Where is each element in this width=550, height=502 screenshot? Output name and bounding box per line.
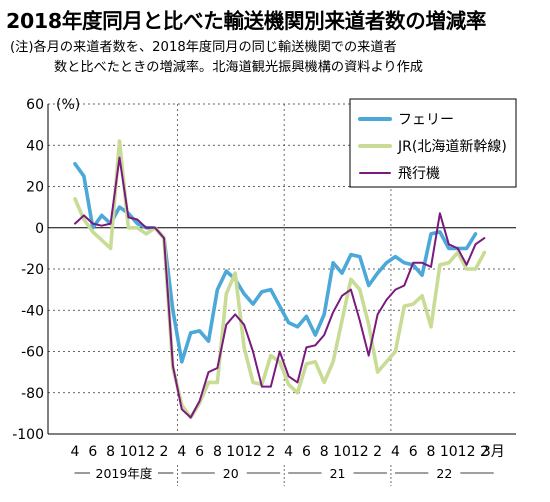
x-tick-label: 2 (160, 444, 169, 460)
legend: フェリー JR(北海道新幹線) 飛行機 (349, 98, 517, 188)
legend-label: フェリー (398, 112, 454, 128)
y-tick-label: -40 (21, 303, 44, 319)
x-tick-label: 2 (373, 444, 382, 460)
year-label: 21 (330, 466, 346, 481)
year-label: 22 (436, 466, 452, 481)
x-tick-label: 2 (266, 444, 275, 460)
y-tick-label: 60 (26, 97, 44, 113)
x-tick-label: 6 (409, 444, 418, 460)
x-tick-label: 6 (195, 444, 204, 460)
series-line-2 (74, 156, 486, 419)
chart-title: 2018年度同月と比べた輸送機関別来道者数の増減率 (6, 9, 487, 33)
x-tick-label: 10 (440, 444, 458, 460)
y-tick-label: -100 (12, 427, 44, 443)
series-lines (73, 139, 487, 420)
note-line-2: 数と比べたときの増減率。北海道観光振興機構の資料より作成 (54, 60, 423, 75)
x-tick-label: 8 (427, 444, 436, 460)
y-tick-label: 40 (26, 138, 44, 154)
x-tick-label: 6 (302, 444, 311, 460)
x-tick-label: 8 (106, 444, 115, 460)
y-tick-label: -80 (21, 386, 44, 402)
y-tick-label: 20 (26, 180, 44, 196)
x-tick-label: 4 (284, 444, 293, 460)
note-line-1: (注)各月の来道者数を、2018年度同月の同じ輸送機関での来道者 (10, 40, 397, 55)
x-tick-label: 8 (213, 444, 222, 460)
legend-label: JR(北海道新幹線) (397, 138, 507, 155)
x-tick-label: 12 (458, 444, 476, 460)
x-tick-label: 12 (351, 444, 369, 460)
legend-label: 飛行機 (398, 166, 440, 182)
series-line-1 (73, 139, 487, 420)
series-line-0 (73, 162, 478, 364)
y-tick-label: -20 (21, 262, 44, 278)
x-tick-label: 10 (119, 444, 137, 460)
x-tick-label: 10 (333, 444, 351, 460)
x-tick-label: 12 (137, 444, 155, 460)
x-tick-label: 12 (244, 444, 262, 460)
x-tick-label: 8 (320, 444, 329, 460)
x-tick-label: 4 (177, 444, 186, 460)
x-tick-label: 10 (226, 444, 244, 460)
y-axis-unit: (%) (56, 97, 80, 113)
x-tick-label: 3月 (482, 444, 505, 460)
x-tick-label: 6 (88, 444, 97, 460)
x-tick-label: 4 (71, 444, 80, 460)
y-tick-label: -60 (21, 345, 44, 361)
year-label: 2019年度 (96, 466, 153, 481)
chart-note: (注)各月の来道者数を、2018年度同月の同じ輸送機関での来道者 数と比べたとき… (10, 38, 423, 78)
y-tick-label: 0 (35, 221, 44, 237)
x-tick-label: 4 (391, 444, 400, 460)
year-label: 20 (223, 466, 239, 481)
x-tick-label: 2 (480, 444, 489, 460)
